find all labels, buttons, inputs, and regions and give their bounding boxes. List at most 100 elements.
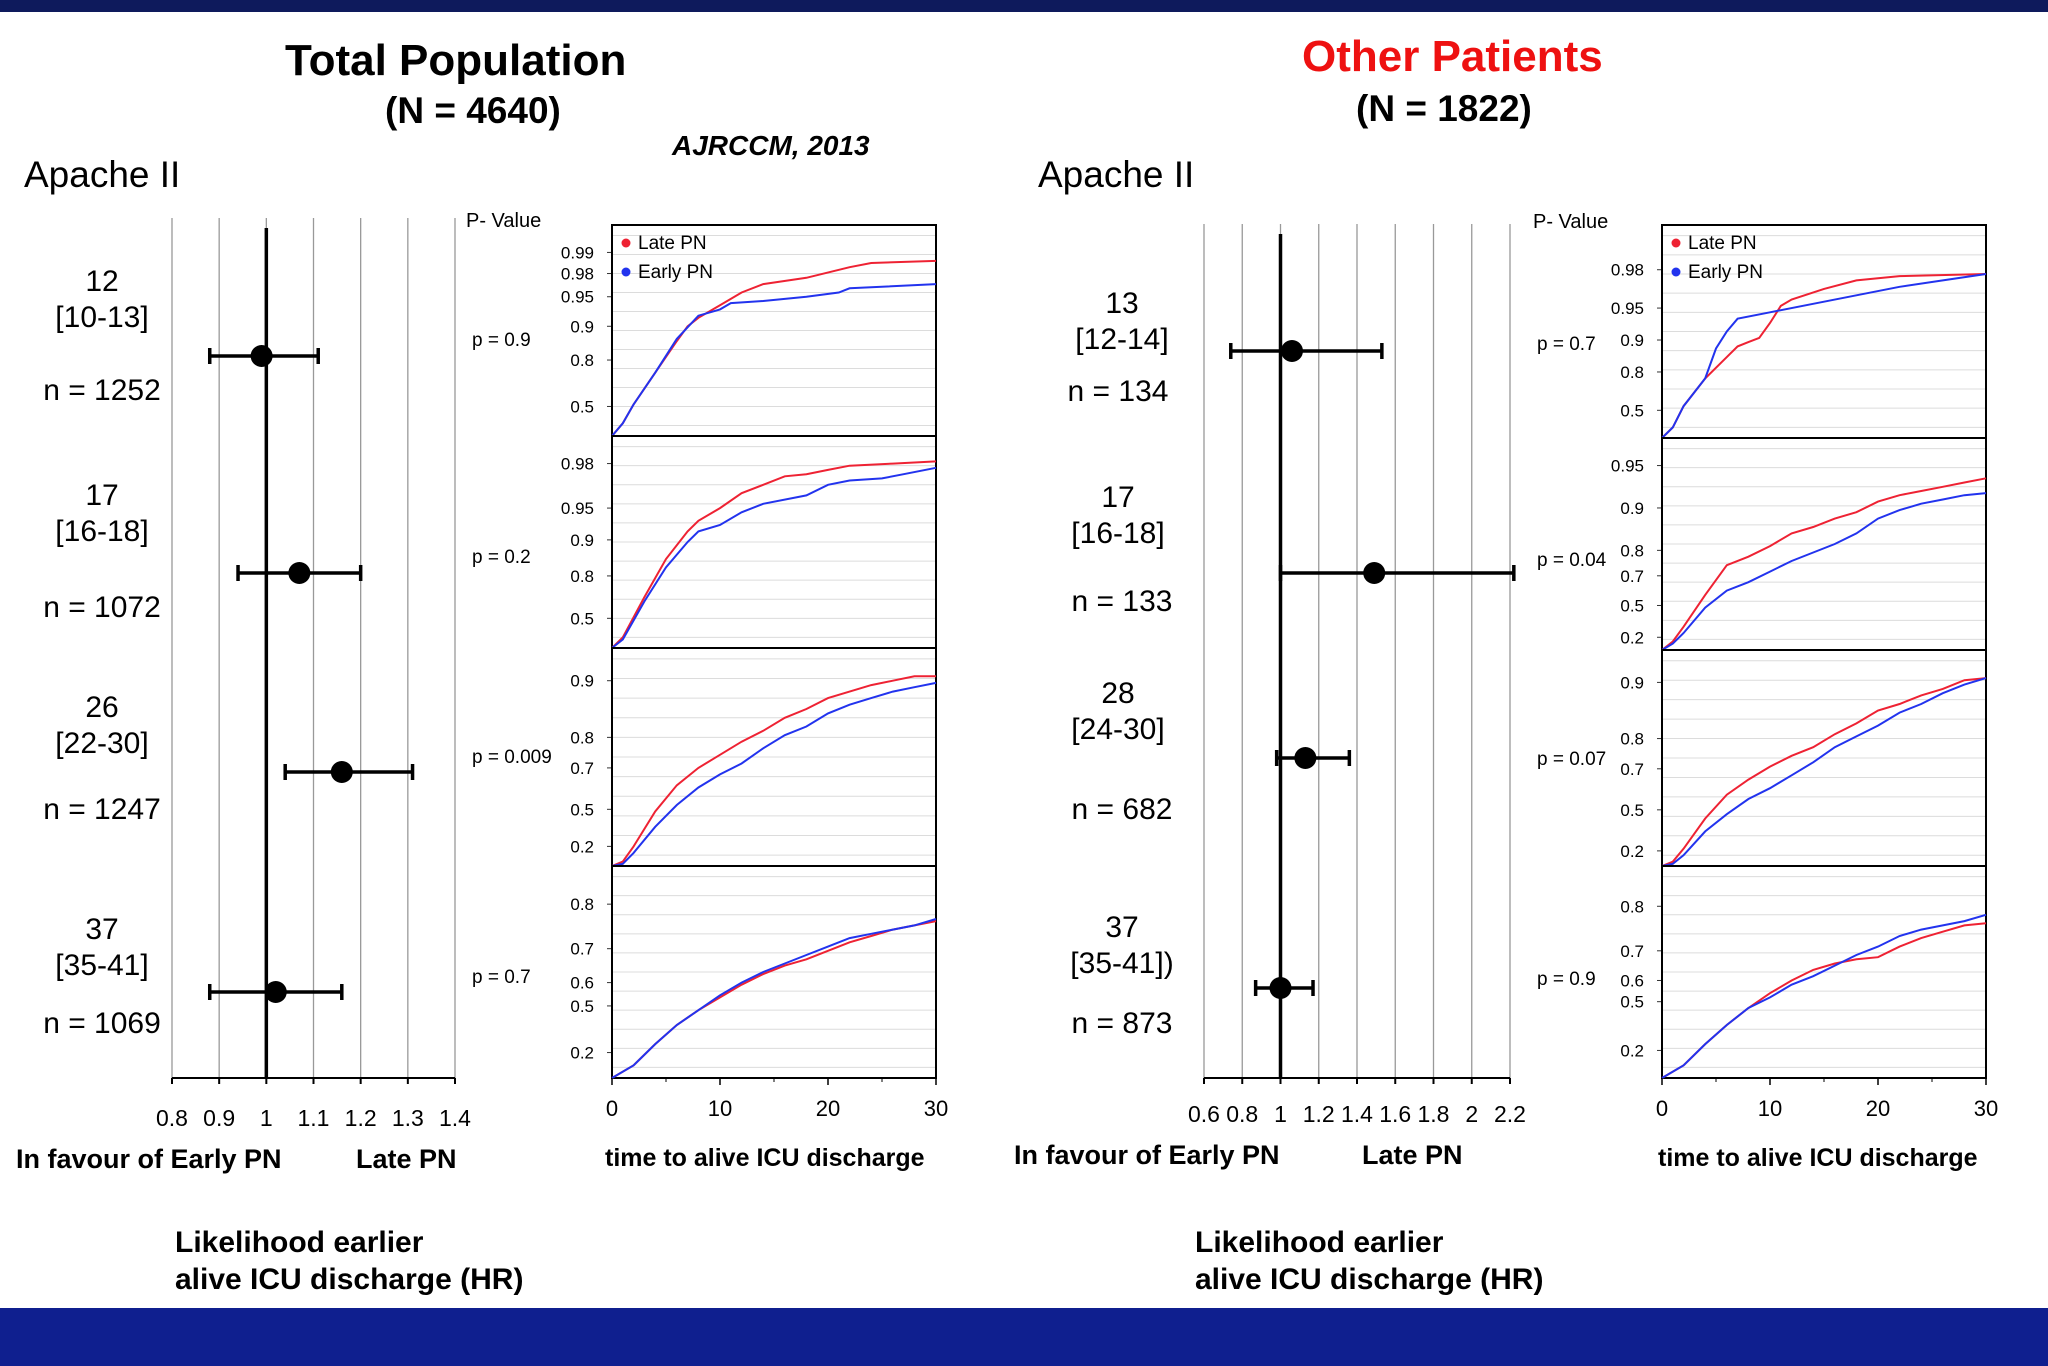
km-curve-late-pn bbox=[1661, 477, 1987, 651]
apache-range: [22-30] bbox=[55, 727, 149, 760]
km-x-tick-label: 20 bbox=[816, 1096, 840, 1121]
forest-hr-point bbox=[1363, 562, 1386, 584]
km-y-tick-label: 0.7 bbox=[1620, 760, 1644, 779]
forest-hr-point bbox=[1280, 340, 1303, 362]
likelihood-line-1: Likelihood earlier bbox=[1195, 1226, 1444, 1259]
forest-x-tick-label: 1.4 bbox=[1341, 1101, 1373, 1127]
group-n: n = 134 bbox=[1067, 375, 1169, 408]
km-curve-late-pn bbox=[611, 460, 937, 649]
apache-score: 28 bbox=[1101, 677, 1135, 710]
legend-early-label: Early PN bbox=[1688, 262, 1763, 283]
legend-late-label: Late PN bbox=[638, 233, 707, 254]
apache-score: 12 bbox=[85, 265, 119, 298]
likelihood-caption: Likelihood earlier alive ICU discharge (H… bbox=[1195, 1224, 1543, 1298]
legend-late-marker bbox=[1671, 238, 1681, 248]
forest-hr-point bbox=[288, 562, 311, 584]
km-y-tick-label: 0.98 bbox=[561, 265, 594, 284]
km-y-tick-label: 0.8 bbox=[1620, 541, 1644, 560]
p-value-label: p = 0.7 bbox=[1537, 334, 1596, 355]
km-y-tick-label: 0.95 bbox=[1611, 457, 1644, 476]
km-curve-late-pn bbox=[1661, 922, 1987, 1079]
forest-x-tick-label: 0.8 bbox=[1226, 1101, 1258, 1127]
km-y-tick-label: 0.7 bbox=[570, 940, 594, 959]
forest-x-tick-label: 1.2 bbox=[1303, 1101, 1335, 1127]
km-y-tick-label: 0.98 bbox=[1611, 261, 1644, 280]
km-x-tick-label: 30 bbox=[1974, 1096, 1998, 1121]
km-curve-early-pn bbox=[1661, 492, 1987, 651]
km-y-tick-label: 0.9 bbox=[570, 317, 594, 336]
group-label: 37 [35-41] bbox=[22, 912, 182, 984]
forest-x-tick-label: 0.8 bbox=[156, 1105, 188, 1131]
panel-left-subtitle: (N = 4640) bbox=[385, 90, 561, 131]
km-curve-late-pn bbox=[1661, 677, 1987, 867]
km-y-tick-label: 0.2 bbox=[1620, 842, 1644, 861]
km-x-tick-label: 20 bbox=[1866, 1096, 1890, 1121]
km-y-tick-label: 0.9 bbox=[570, 672, 594, 691]
km-y-tick-label: 0.9 bbox=[1620, 499, 1644, 518]
forest-x-tick-label: 1 bbox=[260, 1105, 273, 1131]
top-banner bbox=[0, 0, 2048, 12]
panel-right-subtitle: (N = 1822) bbox=[1356, 88, 1532, 129]
km-y-tick-label: 0.5 bbox=[1620, 596, 1644, 615]
panel-right-title: Other Patients bbox=[1302, 32, 1603, 81]
km-y-tick-label: 0.98 bbox=[561, 455, 594, 474]
km-y-tick-label: 0.8 bbox=[570, 895, 594, 914]
panel-left-pvalue-header: P- Value bbox=[466, 210, 542, 232]
legend-early-marker bbox=[1671, 267, 1681, 277]
forest-x-tick-label: 1.1 bbox=[298, 1105, 330, 1131]
km-curve-late-pn bbox=[1661, 273, 1987, 439]
km-y-tick-label: 0.5 bbox=[1620, 801, 1644, 820]
apache-score: 17 bbox=[1101, 481, 1135, 514]
km-x-tick-label: 10 bbox=[708, 1096, 732, 1121]
apache-range: [12-14] bbox=[1075, 323, 1169, 356]
group-n: n = 133 bbox=[1071, 585, 1173, 618]
km-xlabel: time to alive ICU discharge bbox=[1658, 1144, 1978, 1172]
km-curve-early-pn bbox=[611, 681, 937, 867]
km-y-tick-label: 0.95 bbox=[1611, 299, 1644, 318]
p-value-label: p = 0.9 bbox=[1537, 969, 1596, 990]
group-label: 17 [16-18] bbox=[1038, 480, 1198, 552]
p-value-label: p = 0.2 bbox=[472, 547, 531, 568]
likelihood-line-2: alive ICU discharge (HR) bbox=[175, 1263, 524, 1296]
km-y-tick-label: 0.6 bbox=[570, 974, 594, 993]
km-y-tick-label: 0.5 bbox=[1620, 401, 1644, 420]
forest-x-tick-label: 1.6 bbox=[1379, 1101, 1411, 1127]
panel-right-apache-label: Apache II bbox=[1038, 154, 1195, 195]
apache-range: [35-41]) bbox=[1070, 947, 1174, 980]
p-value-label: p = 0.009 bbox=[472, 747, 552, 768]
legend-late-marker bbox=[621, 238, 631, 248]
group-n: n = 1069 bbox=[43, 1007, 161, 1040]
km-y-tick-label: 0.95 bbox=[561, 499, 594, 518]
km-y-tick-label: 0.2 bbox=[1620, 628, 1644, 647]
favour-late-label: Late PN bbox=[1362, 1140, 1463, 1170]
journal-citation: AJRCCM, 2013 bbox=[672, 130, 870, 161]
km-curve-early-pn bbox=[611, 918, 937, 1079]
km-curve-late-pn bbox=[611, 920, 937, 1079]
apache-range: [16-18] bbox=[1071, 517, 1165, 550]
apache-range: [16-18] bbox=[55, 515, 149, 548]
likelihood-caption: Likelihood earlier alive ICU discharge (H… bbox=[175, 1224, 523, 1298]
km-curve-early-pn bbox=[611, 466, 937, 649]
likelihood-line-1: Likelihood earlier bbox=[175, 1226, 424, 1259]
group-label: 12 [10-13] bbox=[22, 264, 182, 336]
p-value-label: p = 0.9 bbox=[472, 330, 531, 351]
forest-hr-point bbox=[1294, 747, 1317, 769]
panel-right-pvalue-header: P- Value bbox=[1533, 211, 1609, 233]
forest-x-tick-label: 2 bbox=[1465, 1101, 1478, 1127]
km-y-tick-label: 0.8 bbox=[1620, 363, 1644, 382]
km-y-tick-label: 0.2 bbox=[1620, 1041, 1644, 1060]
apache-range: [35-41] bbox=[55, 949, 149, 982]
km-y-tick-label: 0.6 bbox=[1620, 971, 1644, 990]
km-y-tick-label: 0.8 bbox=[1620, 897, 1644, 916]
group-label: 17 [16-18] bbox=[22, 478, 182, 550]
group-n: n = 873 bbox=[1071, 1007, 1173, 1040]
km-y-tick-label: 0.8 bbox=[1620, 730, 1644, 749]
legend-late-label: Late PN bbox=[1688, 233, 1757, 254]
group-n: n = 1247 bbox=[43, 793, 161, 826]
forest-x-tick-label: 1 bbox=[1274, 1101, 1287, 1127]
km-x-tick-label: 10 bbox=[1758, 1096, 1782, 1121]
apache-score: 13 bbox=[1105, 287, 1139, 320]
group-label: 28 [24-30] bbox=[1038, 676, 1198, 748]
forest-x-tick-label: 0.6 bbox=[1188, 1101, 1220, 1127]
